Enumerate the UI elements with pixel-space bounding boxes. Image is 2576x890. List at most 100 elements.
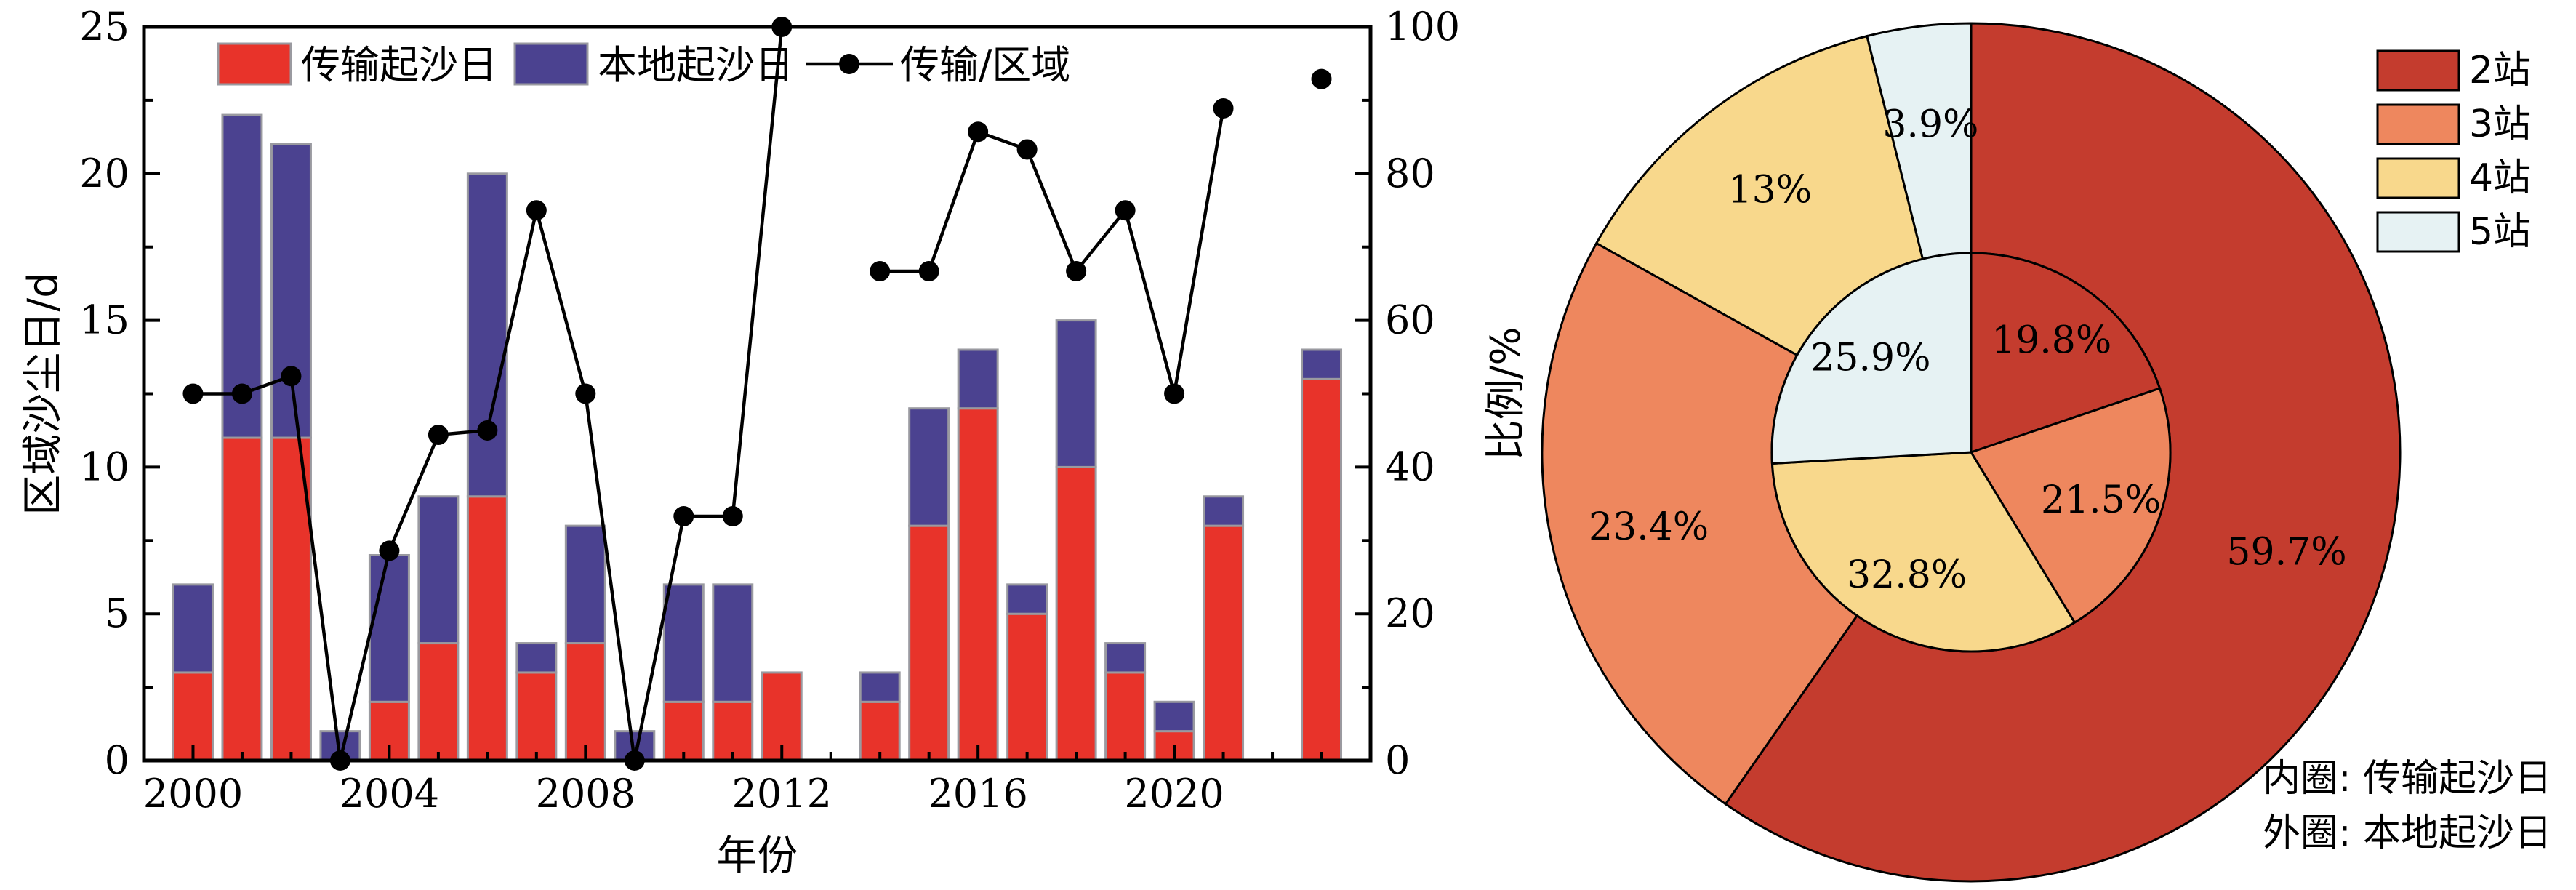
y-left-tick-label: 10 bbox=[79, 444, 129, 489]
donut-legend-swatch bbox=[2376, 157, 2460, 199]
x-axis-title: 年份 bbox=[717, 833, 798, 880]
ratio-point-2019 bbox=[1115, 200, 1136, 221]
donut-legend-item-4站: 4站 bbox=[2376, 156, 2531, 200]
y-left-tick-label: 15 bbox=[79, 297, 129, 343]
local-bar-2020 bbox=[1153, 700, 1195, 733]
y-right-tick-label: 20 bbox=[1385, 590, 1435, 636]
ratio-point-2011 bbox=[722, 506, 743, 527]
local-bar-2017 bbox=[1006, 583, 1048, 615]
x-tick-label: 2004 bbox=[340, 771, 439, 817]
legend-ratio-swatch-dot bbox=[839, 54, 859, 74]
ratio-point-2006 bbox=[477, 420, 498, 441]
local-bar-2015 bbox=[908, 407, 950, 527]
transport-bar-2018 bbox=[1055, 465, 1097, 762]
ratio-point-2001 bbox=[231, 383, 252, 404]
legend-transport-swatch bbox=[217, 42, 292, 86]
ratio-line-segment bbox=[880, 108, 1225, 395]
ratio-point-2023 bbox=[1311, 68, 1332, 89]
local-bar-2002 bbox=[270, 143, 312, 439]
axes-layer: 2000 2004 2008 2012 2016 2020 0 5 10 15 20 25 0 20 40 6… bbox=[20, 4, 1530, 880]
donut-legend-label: 2站 bbox=[2469, 49, 2531, 92]
transport-bar-2011 bbox=[712, 700, 754, 762]
y-right-tick-label: 100 bbox=[1385, 4, 1460, 49]
x-tick-label: 2020 bbox=[1124, 771, 1224, 817]
donut-legend-label: 4站 bbox=[2469, 156, 2531, 200]
ratio-point-2017 bbox=[1016, 139, 1038, 160]
ratio-point-2015 bbox=[918, 260, 939, 281]
legend-transport: 传输起沙日 bbox=[217, 42, 497, 88]
local-bar-2021 bbox=[1203, 495, 1245, 527]
transport-bar-2015 bbox=[908, 524, 950, 762]
transport-bar-2008 bbox=[564, 642, 606, 762]
ratio-point-2018 bbox=[1066, 260, 1087, 281]
legend-ratio: 传输/区域 bbox=[806, 42, 1070, 88]
transport-bar-2017 bbox=[1006, 612, 1048, 762]
inner-slice-5站 bbox=[1770, 252, 1973, 465]
legend-local-label: 本地起沙日 bbox=[598, 42, 794, 88]
local-bar-2007 bbox=[515, 642, 558, 674]
legend-ratio-label: 传输/区域 bbox=[900, 42, 1070, 88]
local-bar-2011 bbox=[712, 583, 754, 703]
local-bar-2014 bbox=[859, 671, 901, 703]
y-left-tick-label: 5 bbox=[105, 590, 129, 636]
donut-legend-swatch bbox=[2376, 49, 2460, 92]
inner-slice-4站 bbox=[1770, 451, 2077, 653]
donut-legend-label: 3站 bbox=[2469, 103, 2531, 146]
donut-legend-swatch bbox=[2376, 211, 2460, 253]
ratio-point-2010 bbox=[673, 506, 694, 527]
legend-local-swatch bbox=[513, 42, 589, 86]
ratio-point-2007 bbox=[526, 200, 547, 221]
ratio-point-2004 bbox=[379, 540, 400, 561]
inner-slice-3站 bbox=[1969, 387, 2172, 625]
local-bar-2023 bbox=[1301, 348, 1343, 380]
local-bar-2018 bbox=[1055, 319, 1097, 468]
donut-legend-label: 5站 bbox=[2469, 210, 2531, 254]
outer-label-2站: 59.7% bbox=[2226, 531, 2346, 574]
inner-label-2站: 19.8% bbox=[1991, 319, 2111, 363]
donut-legend-item-2站: 2站 bbox=[2376, 49, 2531, 92]
ratio-point-2008 bbox=[575, 383, 596, 404]
ratio-point-2020 bbox=[1164, 383, 1185, 404]
inner-label-3站: 21.5% bbox=[2041, 478, 2161, 522]
local-bar-2008 bbox=[564, 524, 606, 645]
donut-legend-swatch bbox=[2376, 103, 2460, 145]
outer-label-5站: 3.9% bbox=[1882, 103, 1978, 146]
transport-bar-2021 bbox=[1203, 524, 1245, 762]
transport-bar-2023 bbox=[1301, 377, 1343, 762]
donut-legend-item-3站: 3站 bbox=[2376, 103, 2531, 146]
plot-frame bbox=[142, 25, 1373, 763]
y-left-tick-label: 25 bbox=[79, 4, 129, 49]
local-bar-2019 bbox=[1104, 642, 1147, 674]
ratio-point-2002 bbox=[281, 366, 302, 387]
donut-chart: 59.7% 23.4% 13% 3.9% 19.8% 21.5% 32.8% 25.9% 2站… bbox=[1541, 22, 2552, 883]
local-bar-2016 bbox=[957, 348, 999, 410]
donut-slices: 59.7% 23.4% 13% 3.9% 19.8% 21.5% 32.8% 25.9% bbox=[1541, 22, 2402, 883]
local-bar-2010 bbox=[662, 583, 705, 703]
donut-legend: 2站 3站 4站 5站 bbox=[2376, 49, 2531, 254]
ratio-point-2014 bbox=[870, 260, 891, 281]
x-tick-label: 2000 bbox=[143, 771, 243, 817]
y-left-tick-label: 20 bbox=[79, 151, 129, 196]
inner-ring-annotation: 内圈: 传输起沙日 bbox=[2263, 757, 2552, 801]
x-tick-label: 2016 bbox=[928, 771, 1027, 817]
local-bar-2005 bbox=[417, 495, 460, 645]
y-right-tick-label: 80 bbox=[1385, 151, 1435, 196]
y-right-tick-label: 0 bbox=[1385, 737, 1410, 783]
y-right-tick-label: 40 bbox=[1385, 444, 1435, 489]
local-bar-2006 bbox=[466, 172, 508, 498]
inner-slice-2站 bbox=[1970, 252, 2162, 454]
transport-bar-2014 bbox=[859, 700, 901, 762]
x-tick-label: 2012 bbox=[732, 771, 832, 817]
transport-bar-2006 bbox=[466, 495, 508, 762]
transport-bar-2001 bbox=[221, 436, 263, 762]
stacked-bar-chart: 2000 2004 2008 2012 2016 2020 0 5 10 15 20 25 0 20 40 6… bbox=[20, 4, 1530, 880]
y-right-tick-label: 60 bbox=[1385, 297, 1435, 343]
transport-bar-2010 bbox=[662, 700, 705, 762]
legend-transport-label: 传输起沙日 bbox=[301, 42, 497, 88]
bar-legend: 传输起沙日 本地起沙日 传输/区域 bbox=[217, 42, 1070, 88]
x-tick-label: 2008 bbox=[536, 771, 635, 817]
ratio-point-2021 bbox=[1213, 97, 1234, 119]
legend-local: 本地起沙日 bbox=[513, 42, 794, 88]
y-right-axis-title: 比例/% bbox=[1482, 326, 1530, 460]
